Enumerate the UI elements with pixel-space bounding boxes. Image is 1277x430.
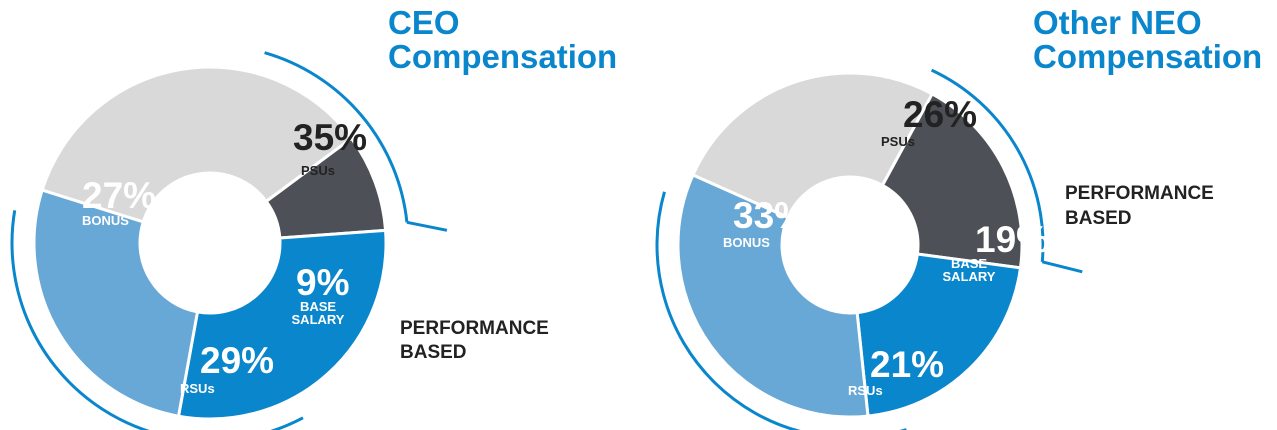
slice-value-rsus: 21% [870,344,944,385]
slice-label-psus: PSUs [301,163,335,178]
slice-rsus [855,252,1023,418]
chart-title: Other NEO [1033,4,1202,41]
performance-bracket-arc [930,68,1045,262]
slice-label-rsus: RSUs [180,381,215,396]
slice-value-psus: 26% [903,94,977,135]
slice-label-psus: PSUs [881,134,915,149]
slice-bonus [676,173,870,419]
slice-value-bonus: 33% [733,195,807,236]
chart-title: Compensation [1033,38,1262,75]
outer-arc [10,210,304,430]
slice-psus [690,71,935,220]
slice-value-rsus: 29% [200,340,274,381]
performance-based-label: BASED [1065,208,1132,229]
slice-value-base-salary: 19% [975,219,1049,260]
performance-based-label: PERFORMANCE [400,318,549,339]
slice-base-salary [880,91,1024,270]
slice-label-bonus: BONUS [723,235,770,250]
outer-arc [655,191,907,430]
slice-value-bonus: 27% [82,175,156,216]
slice-label-base-salary: BASE [951,256,987,271]
chart-title: CEO [388,4,460,41]
performance-bracket-tail [406,220,448,232]
performance-bracket-arc [264,51,409,223]
performance-based-label: BASED [400,342,467,363]
performance-based-label: PERFORMANCE [1065,183,1214,204]
slice-label-bonus: BONUS [82,213,129,228]
slice-bonus [32,188,200,418]
slice-value-psus: 35% [293,117,367,158]
chart-title: Compensation [388,38,617,75]
performance-bracket-tail [1041,260,1083,274]
slice-label-rsus: RSUs [848,383,883,398]
slice-label-base-salary: SALARY [943,269,996,284]
slice-rsus [176,228,388,421]
slice-value-base-salary: 9% [296,262,349,303]
slice-label-base-salary: SALARY [292,312,345,327]
slice-label-base-salary: BASE [300,299,336,314]
slice-psus [40,65,354,224]
